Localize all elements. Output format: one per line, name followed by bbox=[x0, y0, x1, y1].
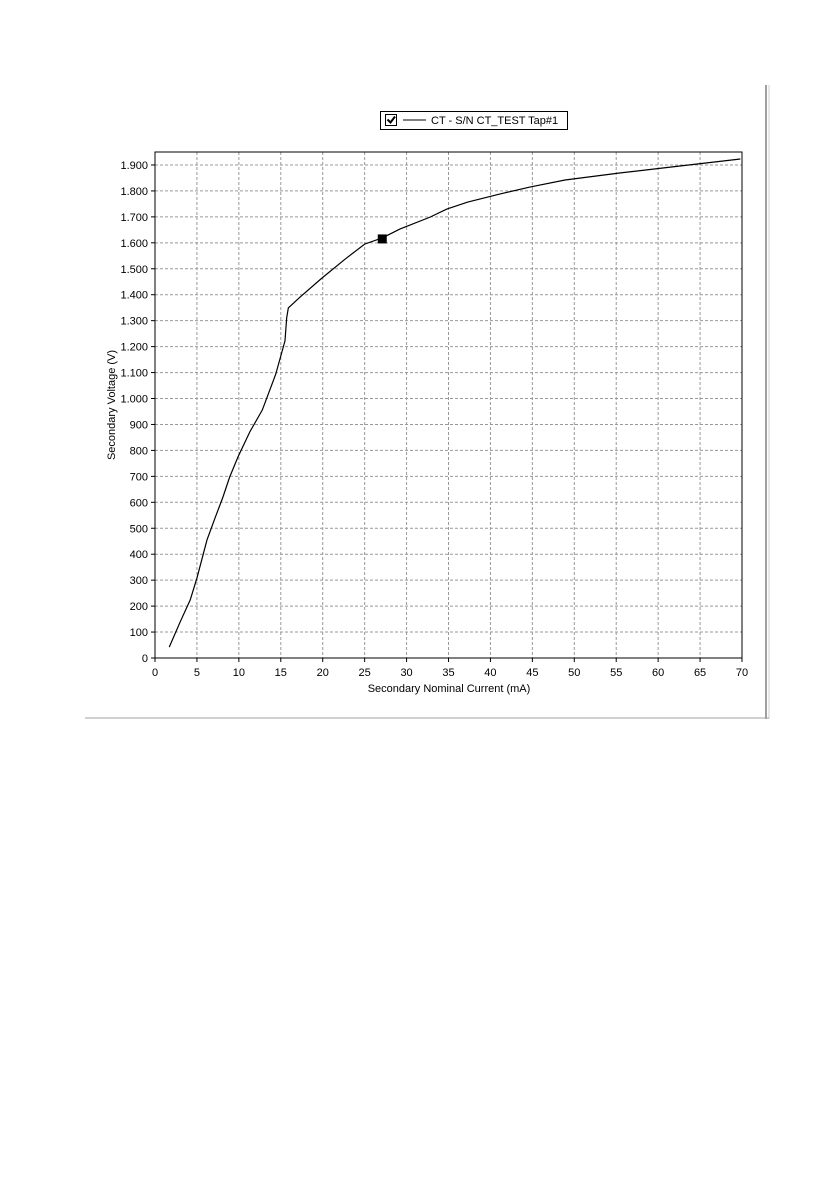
x-tick-label: 70 bbox=[736, 667, 748, 679]
x-tick-label: 40 bbox=[484, 667, 496, 679]
x-axis-label: Secondary Nominal Current (mA) bbox=[368, 683, 531, 695]
x-tick-label: 65 bbox=[694, 667, 706, 679]
x-tick-label: 50 bbox=[568, 667, 580, 679]
y-tick-label: 0 bbox=[142, 653, 148, 665]
legend bbox=[380, 111, 568, 130]
series-line bbox=[168, 158, 741, 648]
x-tick-label: 25 bbox=[359, 667, 371, 679]
cursor-marker bbox=[377, 234, 387, 244]
y-tick-label: 1.000 bbox=[120, 394, 148, 406]
y-tick-label: 900 bbox=[130, 419, 148, 431]
y-tick-label: 1.300 bbox=[120, 316, 148, 328]
y-tick-label: 1.800 bbox=[120, 186, 148, 198]
y-tick-label: 1.500 bbox=[120, 264, 148, 276]
y-tick-label: 700 bbox=[130, 471, 148, 483]
legend-checkbox[interactable] bbox=[385, 114, 397, 126]
y-tick-label: 1.600 bbox=[120, 238, 148, 250]
legend-label: CT - S/N CT_TEST Tap#1 bbox=[431, 115, 558, 127]
x-tick-label: 20 bbox=[317, 667, 329, 679]
y-tick-label: 1.400 bbox=[120, 290, 148, 302]
y-tick-label: 300 bbox=[130, 575, 148, 587]
x-tick-label: 15 bbox=[275, 667, 287, 679]
y-tick-label: 600 bbox=[130, 497, 148, 509]
x-tick-label: 35 bbox=[442, 667, 454, 679]
plot-border bbox=[154, 151, 743, 659]
y-axis-label: Secondary Voltage (V) bbox=[106, 350, 118, 460]
y-tick-label: 500 bbox=[130, 523, 148, 535]
y-tick-label: 100 bbox=[130, 627, 148, 639]
x-tick-label: 0 bbox=[152, 667, 158, 679]
x-tick-label: 45 bbox=[526, 667, 538, 679]
y-tick-label: 1.100 bbox=[120, 368, 148, 380]
x-tick-label: 60 bbox=[652, 667, 664, 679]
checkmark bbox=[386, 115, 396, 125]
x-tick-label: 5 bbox=[194, 667, 200, 679]
y-tick-label: 200 bbox=[130, 601, 148, 613]
x-tick-label: 30 bbox=[400, 667, 412, 679]
y-tick-label: 1.700 bbox=[120, 212, 148, 224]
y-tick-label: 1.900 bbox=[120, 160, 148, 172]
x-tick-label: 10 bbox=[233, 667, 245, 679]
x-tick-label: 55 bbox=[610, 667, 622, 679]
y-tick-label: 800 bbox=[130, 445, 148, 457]
y-tick-label: 1.200 bbox=[120, 342, 148, 354]
y-tick-label: 400 bbox=[130, 549, 148, 561]
